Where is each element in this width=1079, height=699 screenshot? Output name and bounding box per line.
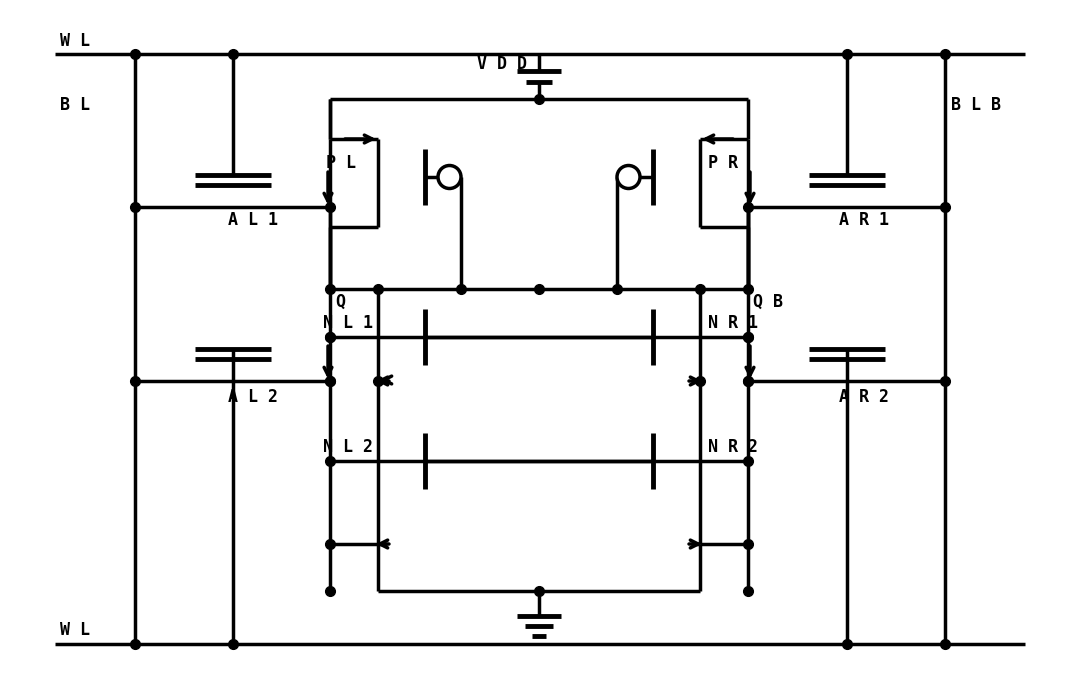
Text: B L B: B L B	[951, 96, 1001, 114]
Text: A R 1: A R 1	[838, 211, 888, 229]
Text: W L: W L	[60, 32, 90, 50]
Text: N R 1: N R 1	[708, 314, 759, 332]
Circle shape	[617, 166, 640, 189]
Text: A L 1: A L 1	[228, 211, 277, 229]
Text: B L: B L	[60, 96, 90, 114]
Text: N L 2: N L 2	[323, 438, 373, 456]
Text: P R: P R	[708, 154, 738, 172]
Text: Q: Q	[334, 293, 345, 311]
Text: A L 2: A L 2	[228, 388, 277, 406]
Text: P L: P L	[326, 154, 356, 172]
Text: Q B: Q B	[753, 293, 783, 311]
Text: V D D: V D D	[477, 55, 527, 73]
Text: N R 2: N R 2	[708, 438, 759, 456]
Text: W L: W L	[60, 621, 90, 639]
Text: N L 1: N L 1	[323, 314, 373, 332]
Text: A R 2: A R 2	[838, 388, 888, 406]
Circle shape	[438, 166, 461, 189]
